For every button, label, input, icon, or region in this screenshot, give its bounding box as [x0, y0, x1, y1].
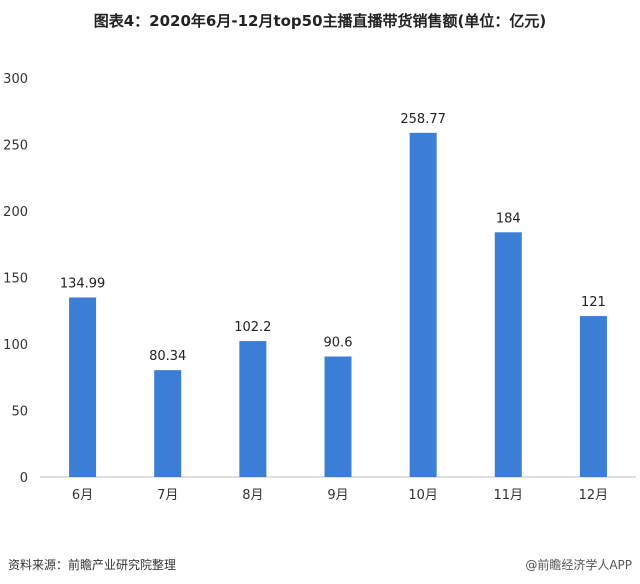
y-tick-label: 300 [3, 72, 28, 87]
y-tick-label: 150 [3, 272, 28, 287]
y-tick-label: 0 [20, 471, 28, 486]
data-label: 258.77 [400, 112, 446, 127]
x-tick-label: 12月 [579, 488, 609, 503]
bar [324, 356, 352, 477]
data-label: 90.6 [324, 336, 353, 351]
y-tick-label: 250 [3, 139, 28, 154]
y-tick-label: 200 [3, 205, 28, 220]
data-label: 121 [581, 295, 606, 310]
data-label: 80.34 [149, 349, 186, 364]
bar [69, 297, 97, 477]
chart-title: 图表4：2020年6月-12月top50主播直播带货销售额(单位：亿元) [93, 12, 547, 30]
y-tick-label: 50 [11, 405, 28, 420]
bar [409, 132, 437, 477]
data-label: 134.99 [60, 276, 106, 291]
bar [494, 232, 522, 477]
bar [154, 370, 182, 477]
x-tick-label: 10月 [408, 488, 438, 503]
x-tick-label: 6月 [72, 488, 93, 503]
data-label: 102.2 [234, 320, 271, 335]
source-note: 资料来源：前瞻产业研究院整理 [8, 558, 177, 572]
data-label: 184 [496, 211, 521, 226]
x-tick-label: 7月 [157, 488, 178, 503]
x-tick-label: 9月 [327, 488, 348, 503]
y-tick-label: 100 [3, 338, 28, 353]
bar [239, 341, 267, 477]
x-tick-label: 11月 [494, 488, 524, 503]
bar [579, 316, 607, 477]
brand-watermark: @前瞻经济学人APP [525, 558, 632, 572]
x-tick-label: 8月 [242, 488, 263, 503]
